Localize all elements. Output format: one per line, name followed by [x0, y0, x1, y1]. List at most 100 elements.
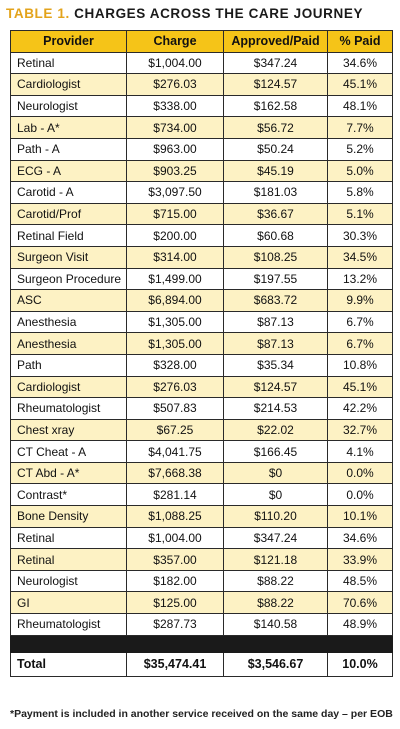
- provider-cell: Retinal Field: [10, 224, 127, 247]
- percent-paid-cell: 70.6%: [327, 591, 393, 615]
- percent-paid-cell: 30.3%: [327, 224, 393, 247]
- table-row: Rheumatologist $507.83 $214.53 42.2%: [10, 397, 393, 420]
- percent-paid-cell: 5.0%: [327, 159, 393, 183]
- percent-paid-cell: 45.1%: [327, 375, 393, 399]
- charge-cell: $715.00: [126, 202, 224, 226]
- header-charge: Charge: [126, 30, 224, 53]
- total-charge: $35,474.41: [126, 651, 224, 677]
- approved-paid-cell: $22.02: [223, 418, 328, 442]
- charge-cell: $357.00: [126, 548, 224, 571]
- approved-paid-cell: $50.24: [223, 137, 328, 161]
- provider-cell: Neurologist: [10, 94, 127, 118]
- percent-paid-cell: 0.0%: [327, 461, 393, 485]
- total-approved-paid: $3,546.67: [223, 651, 328, 677]
- table-row: Contrast* $281.14 $0 0.0%: [10, 483, 393, 507]
- approved-paid-cell: $683.72: [223, 289, 328, 312]
- provider-cell: Path: [10, 353, 127, 377]
- table-row: Chest xray $67.25 $22.02 32.7%: [10, 418, 393, 442]
- table-row: Cardiologist $276.03 $124.57 45.1%: [10, 375, 393, 399]
- charge-cell: $281.14: [126, 483, 224, 507]
- charge-cell: $1,305.00: [126, 332, 224, 355]
- footnote: *Payment is included in another service …: [10, 708, 393, 720]
- provider-cell: Bone Density: [10, 505, 127, 528]
- table-row: Bone Density $1,088.25 $110.20 10.1%: [10, 505, 393, 528]
- percent-paid-cell: 45.1%: [327, 73, 393, 96]
- total-label: Total: [10, 651, 127, 677]
- approved-paid-cell: $166.45: [223, 440, 328, 463]
- percent-paid-cell: 5.8%: [327, 181, 393, 204]
- provider-cell: Retinal: [10, 526, 127, 550]
- percent-paid-cell: 34.6%: [327, 51, 393, 75]
- table-body: Retinal $1,004.00 $347.24 34.6% Cardiologist…: [10, 51, 393, 636]
- table-row: ASC $6,894.00 $683.72 9.9%: [10, 289, 393, 312]
- provider-cell: Neurologist: [10, 569, 127, 593]
- table-row: Cardiologist $276.03 $124.57 45.1%: [10, 73, 393, 96]
- charges-table: Provider Charge Approved/Paid % Paid Ret…: [10, 30, 393, 677]
- charge-cell: $276.03: [126, 73, 224, 96]
- provider-cell: Carotid - A: [10, 181, 127, 204]
- provider-cell: GI: [10, 591, 127, 615]
- header-row: Provider Charge Approved/Paid % Paid: [10, 30, 393, 53]
- percent-paid-cell: 10.1%: [327, 505, 393, 528]
- percent-paid-cell: 42.2%: [327, 397, 393, 420]
- provider-cell: Rheumatologist: [10, 397, 127, 420]
- charge-cell: $1,004.00: [126, 51, 224, 75]
- header-provider: Provider: [10, 30, 127, 53]
- approved-paid-cell: $121.18: [223, 548, 328, 571]
- percent-paid-cell: 10.8%: [327, 353, 393, 377]
- table-row: Rheumatologist $287.73 $140.58 48.9%: [10, 613, 393, 636]
- table-header: Provider Charge Approved/Paid % Paid: [10, 30, 393, 53]
- table-row: CT Cheat - A $4,041.75 $166.45 4.1%: [10, 440, 393, 463]
- table-row: Retinal $1,004.00 $347.24 34.6%: [10, 526, 393, 550]
- approved-paid-cell: $87.13: [223, 310, 328, 334]
- percent-paid-cell: 0.0%: [327, 483, 393, 507]
- provider-cell: Carotid/Prof: [10, 202, 127, 226]
- approved-paid-cell: $347.24: [223, 526, 328, 550]
- percent-paid-cell: 7.7%: [327, 116, 393, 139]
- percent-paid-cell: 32.7%: [327, 418, 393, 442]
- percent-paid-cell: 6.7%: [327, 332, 393, 355]
- percent-paid-cell: 48.9%: [327, 613, 393, 636]
- approved-paid-cell: $181.03: [223, 181, 328, 204]
- provider-cell: Rheumatologist: [10, 613, 127, 636]
- charge-cell: $1,499.00: [126, 267, 224, 291]
- provider-cell: Cardiologist: [10, 73, 127, 96]
- charge-cell: $7,668.38: [126, 461, 224, 485]
- provider-cell: CT Cheat - A: [10, 440, 127, 463]
- table-row: Carotid - A $3,097.50 $181.03 5.8%: [10, 181, 393, 204]
- table-footer: Total $35,474.41 $3,546.67 10.0%: [10, 634, 393, 677]
- table-row: Neurologist $182.00 $88.22 48.5%: [10, 569, 393, 593]
- charge-cell: $125.00: [126, 591, 224, 615]
- approved-paid-cell: $88.22: [223, 569, 328, 593]
- provider-cell: Surgeon Visit: [10, 245, 127, 269]
- charge-cell: $200.00: [126, 224, 224, 247]
- table-row: Surgeon Visit $314.00 $108.25 34.5%: [10, 245, 393, 269]
- approved-paid-cell: $110.20: [223, 505, 328, 528]
- approved-paid-cell: $0: [223, 483, 328, 507]
- approved-paid-cell: $88.22: [223, 591, 328, 615]
- approved-paid-cell: $140.58: [223, 613, 328, 636]
- provider-cell: Cardiologist: [10, 375, 127, 399]
- percent-paid-cell: 5.2%: [327, 137, 393, 161]
- table-row: Retinal $1,004.00 $347.24 34.6%: [10, 51, 393, 75]
- percent-paid-cell: 33.9%: [327, 548, 393, 571]
- percent-paid-cell: 5.1%: [327, 202, 393, 226]
- provider-cell: Lab - A*: [10, 116, 127, 139]
- charge-cell: $314.00: [126, 245, 224, 269]
- percent-paid-cell: 34.6%: [327, 526, 393, 550]
- approved-paid-cell: $197.55: [223, 267, 328, 291]
- table-row: GI $125.00 $88.22 70.6%: [10, 591, 393, 615]
- provider-cell: Contrast*: [10, 483, 127, 507]
- provider-cell: Surgeon Procedure: [10, 267, 127, 291]
- charge-cell: $67.25: [126, 418, 224, 442]
- approved-paid-cell: $124.57: [223, 375, 328, 399]
- header-approved-paid: Approved/Paid: [223, 30, 328, 53]
- approved-paid-cell: $214.53: [223, 397, 328, 420]
- approved-paid-cell: $35.34: [223, 353, 328, 377]
- approved-paid-cell: $162.58: [223, 94, 328, 118]
- provider-cell: Chest xray: [10, 418, 127, 442]
- provider-cell: Path - A: [10, 137, 127, 161]
- table-row: Path - A $963.00 $50.24 5.2%: [10, 137, 393, 161]
- percent-paid-cell: 34.5%: [327, 245, 393, 269]
